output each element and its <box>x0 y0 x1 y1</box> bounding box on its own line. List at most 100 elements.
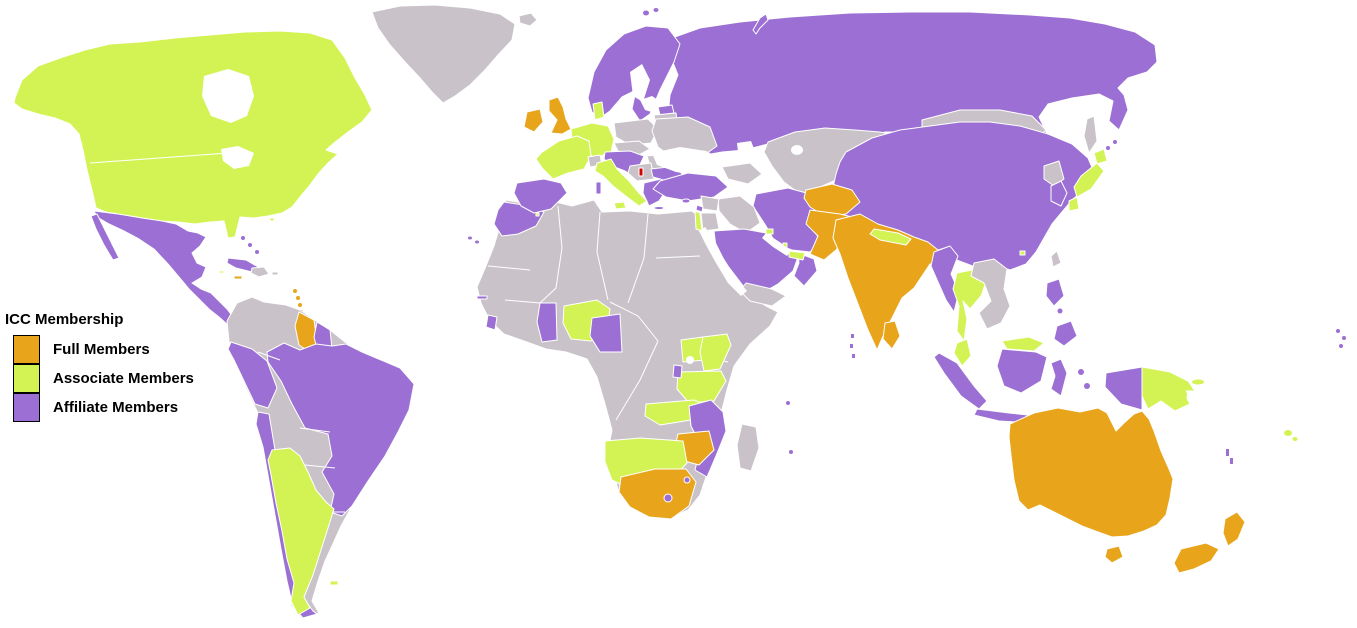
region-afghanistan <box>803 183 861 218</box>
hudson-bay <box>202 69 254 123</box>
region-new-zealand-north <box>1222 511 1246 547</box>
region-hong-kong <box>1019 250 1026 256</box>
region-sierra-leone <box>485 314 498 331</box>
black-sea <box>652 147 722 176</box>
region-syria <box>700 195 720 212</box>
region-poland <box>613 118 659 146</box>
region-rwanda-burundi <box>672 364 683 379</box>
region-nepal <box>869 228 912 246</box>
region-mauritius <box>789 450 793 454</box>
region-gambia <box>476 295 488 300</box>
region-bermuda <box>269 217 275 222</box>
legend: ICC Membership Full Members Associate Me… <box>4 311 194 422</box>
region-sri-lanka <box>882 320 901 350</box>
legend-row-affiliate: Affiliate Members <box>4 392 194 422</box>
baltic-sea <box>640 96 664 114</box>
region-south-korea <box>1050 180 1068 207</box>
region-samoa-tonga <box>1336 329 1346 348</box>
region-kuwait <box>765 228 774 235</box>
region-turkey <box>652 172 729 202</box>
region-malaysia-borneo <box>1001 336 1045 352</box>
region-bahamas <box>241 236 259 254</box>
region-lebanon <box>695 204 704 213</box>
region-indochina <box>970 258 1011 330</box>
region-gibraltar <box>535 212 540 217</box>
region-jamaica <box>233 275 243 280</box>
region-caucasus <box>721 162 763 185</box>
full-members-label: Full Members <box>53 341 150 358</box>
affiliate-members-swatch <box>13 392 40 422</box>
region-spain-portugal <box>513 178 568 214</box>
region-svalbard <box>643 8 659 16</box>
region-peru <box>227 341 278 409</box>
region-moluccas <box>1078 369 1090 389</box>
red-sea <box>699 227 747 296</box>
affiliate-members-label: Affiliate Members <box>53 399 179 416</box>
region-cayman-islands <box>218 270 225 274</box>
great-lakes <box>221 146 254 169</box>
region-new-britain <box>1181 379 1204 400</box>
region-canada-usa <box>13 30 373 239</box>
region-cyprus <box>681 198 691 204</box>
region-india <box>832 213 955 351</box>
region-borneo-indonesia <box>996 348 1048 394</box>
region-seychelles <box>786 401 790 405</box>
persian-gulf <box>762 233 791 256</box>
region-italy <box>594 158 648 207</box>
region-oman <box>793 252 818 287</box>
region-kenya <box>699 333 732 372</box>
region-philippines-mindanao <box>1053 320 1078 347</box>
associate-members-swatch <box>13 363 40 393</box>
region-sakhalin <box>1083 115 1098 154</box>
region-west-papua <box>1104 366 1143 411</box>
region-jordan <box>700 212 720 232</box>
us-canada-border <box>89 152 229 164</box>
region-ghana <box>536 302 558 343</box>
region-novaya-zemlya <box>752 13 769 35</box>
region-hispaniola <box>250 266 270 278</box>
region-japan-honshu <box>1073 162 1105 198</box>
region-taiwan <box>1050 250 1062 268</box>
region-falkland-islands <box>329 580 339 586</box>
region-tanzania <box>676 370 727 404</box>
region-argentina <box>267 447 335 616</box>
region-uae <box>788 250 806 261</box>
region-lesotho <box>663 493 673 503</box>
region-new-zealand-south <box>1173 542 1220 574</box>
region-philippines-luzon <box>1045 278 1065 307</box>
region-baja-california <box>90 213 120 261</box>
associate-members-label: Associate Members <box>53 370 194 387</box>
region-ireland <box>523 108 544 133</box>
region-greenland <box>371 4 516 104</box>
region-cameroon <box>589 313 623 353</box>
region-kuril-islands <box>1106 140 1117 150</box>
region-france <box>535 135 592 180</box>
region-malaysia <box>953 338 972 367</box>
region-philippines-visayas <box>1056 307 1064 315</box>
region-swaziland <box>683 476 691 484</box>
full-members-swatch <box>13 334 40 364</box>
region-papua-new-guinea <box>1141 366 1196 412</box>
region-fiji <box>1284 430 1298 441</box>
legend-row-full: Full Members <box>4 334 194 364</box>
region-united-kingdom <box>548 96 572 135</box>
south-america-borders <box>257 351 345 513</box>
region-crete <box>653 206 665 210</box>
region-mexico-central-america <box>93 210 234 326</box>
region-denmark <box>592 101 605 121</box>
region-maldives <box>850 334 855 358</box>
region-tasmania <box>1104 545 1124 564</box>
region-japan-kyushu <box>1068 196 1080 212</box>
gulf-of-bothnia <box>630 64 650 102</box>
region-australia <box>1008 407 1174 538</box>
region-myanmar <box>930 245 960 313</box>
region-iceland <box>518 12 538 27</box>
region-sicily <box>613 201 627 210</box>
region-iraq <box>717 195 761 234</box>
region-sardinia-corsica <box>595 181 602 195</box>
lake-victoria <box>686 356 694 364</box>
red-marker <box>638 167 644 177</box>
legend-row-associate: Associate Members <box>4 363 194 393</box>
